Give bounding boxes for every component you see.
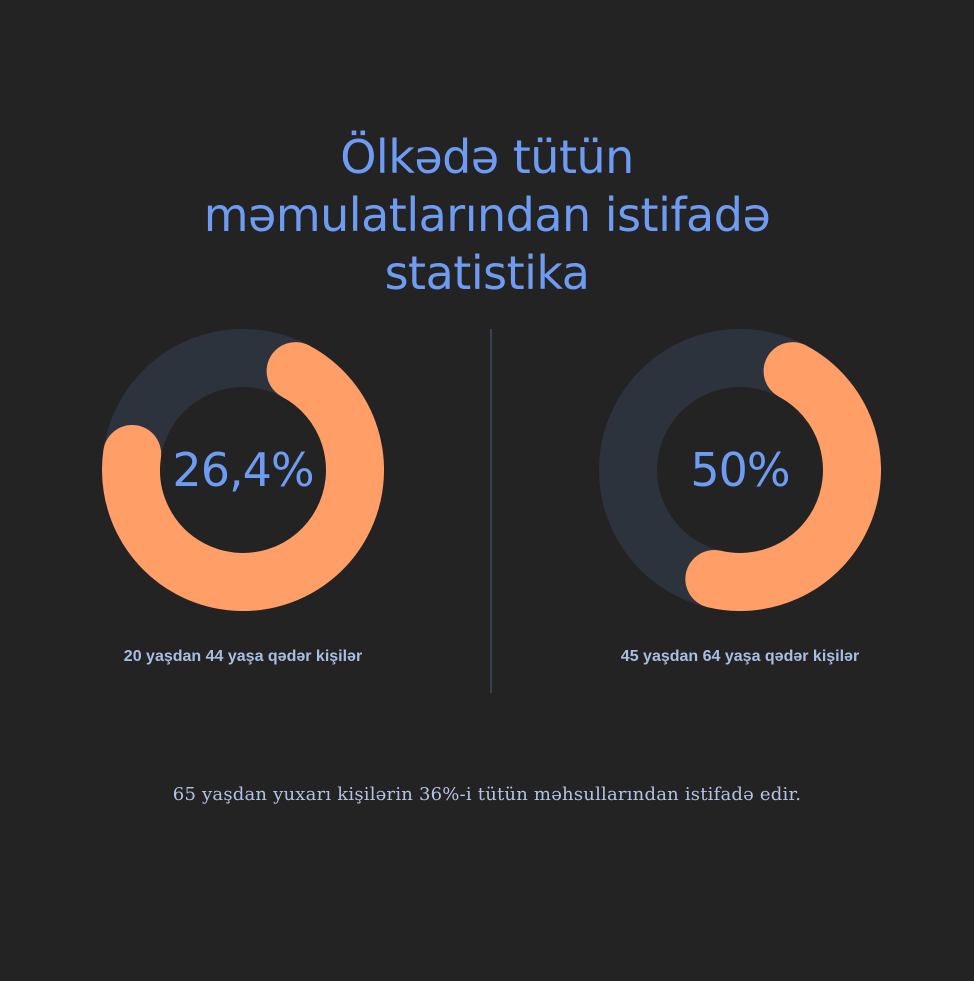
footnote: 65 yaşdan yuxarı kişilərin 36%-i tütün m… xyxy=(172,784,802,805)
donut-value-label: 26,4% xyxy=(172,443,314,497)
donut-value-label: 50% xyxy=(690,443,790,497)
title-line-2: məmulatlarından istifadə xyxy=(203,188,771,242)
donut-chart-svg xyxy=(599,329,881,611)
divider xyxy=(490,329,492,693)
title-line-3: statistika xyxy=(384,246,590,300)
donut-chart-20-44: 26,4% xyxy=(102,329,384,611)
donut-caption: 20 yaşdan 44 yaşa qədər kişilər xyxy=(123,648,363,665)
donut-caption: 45 yaşdan 64 yaşa qədər kişilər xyxy=(620,648,860,665)
donut-arc xyxy=(599,329,881,611)
page-title: Ölkədə tütün məmulatlarından istifadə st… xyxy=(0,128,974,302)
donut-chart-45-64: 50% xyxy=(599,329,881,611)
title-line-1: Ölkədə tütün xyxy=(340,130,634,184)
donut-chart-svg xyxy=(102,329,384,611)
donut-arc xyxy=(102,329,384,611)
